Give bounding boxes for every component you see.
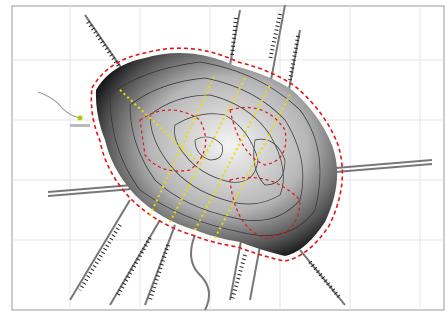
map-view [0, 0, 446, 313]
waypoint-label-placeholder [70, 124, 90, 127]
waypoint [78, 116, 83, 121]
page [0, 0, 446, 313]
